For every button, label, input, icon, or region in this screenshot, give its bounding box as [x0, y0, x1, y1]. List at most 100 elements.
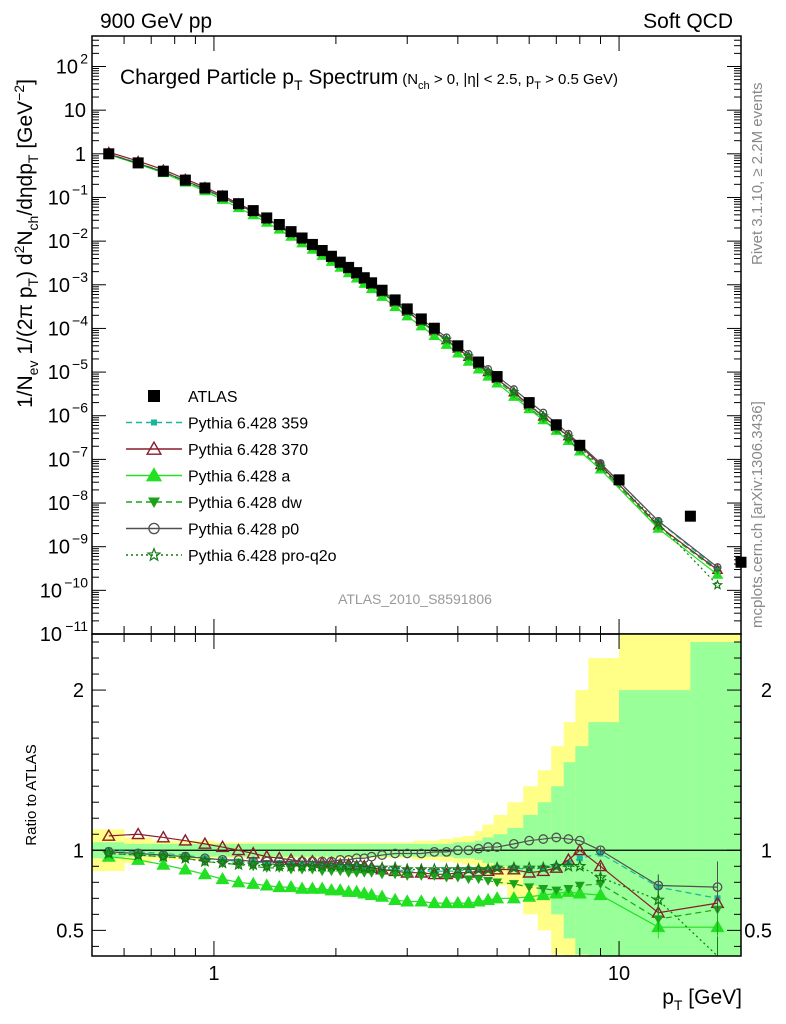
ratio-y-tick-label-right: 2 — [761, 680, 772, 702]
legend-marker — [145, 467, 163, 482]
main-data-point — [537, 410, 549, 421]
main-y-axis-label: 1/Nev 1/(2π pT) d2Nch/dηdpT [GeV−2] — [11, 79, 41, 408]
ratio-data-point — [712, 882, 723, 893]
ratio-data-point — [284, 879, 299, 893]
ratio-y-tick-label-right: 0.5 — [744, 920, 772, 942]
ratio-data-point — [573, 859, 587, 872]
stat-band-bin — [588, 722, 620, 956]
ratio-data-point — [595, 880, 606, 889]
ratio-data-point — [215, 856, 230, 869]
ratio-data-point — [377, 850, 387, 860]
atlas-data-point — [199, 182, 211, 194]
ratio-data-point — [524, 883, 535, 893]
ratio-data-point — [563, 834, 574, 844]
ratio-data-point — [284, 859, 298, 872]
x-axis-label: pT [GeV] — [662, 986, 742, 1013]
ratio-data-point — [299, 861, 306, 868]
main-data-point — [652, 517, 664, 528]
ratio-data-point — [427, 895, 442, 909]
ratio-data-point — [309, 861, 316, 868]
ratio-data-point — [563, 884, 574, 894]
y-tick-exponent: −7 — [72, 443, 88, 459]
y-tick-label: 10 — [48, 318, 70, 340]
main-data-point — [508, 386, 520, 397]
ratio-data-point — [297, 856, 307, 867]
analysis-id: ATLAS_2010_S8591806 — [338, 591, 492, 607]
main-data-point — [482, 366, 494, 377]
main-series-pa — [102, 148, 724, 579]
legend-item-pp0: Pythia 6.428 p0 — [126, 522, 299, 539]
y-tick-label: 10 — [56, 57, 78, 79]
ratio-data-point — [231, 857, 246, 871]
ratio-data-point — [215, 871, 230, 885]
ratio-data-point — [538, 884, 549, 894]
y-tick-exponent: −2 — [72, 225, 88, 241]
atlas-data-point — [523, 397, 535, 409]
ratio-data-point — [307, 856, 318, 867]
ratio-data-point — [215, 839, 230, 853]
ratio-data-point — [595, 845, 606, 856]
ratio-data-point — [441, 846, 452, 857]
ratio-data-point — [549, 859, 563, 872]
ratio-data-point — [364, 860, 379, 874]
ratio-data-point — [463, 845, 474, 856]
ratio-y-axis-label: Ratio to ATLAS — [23, 744, 40, 845]
ratio-data-point — [553, 863, 560, 870]
ratio-data-point — [341, 884, 356, 897]
ratio-data-point — [260, 859, 274, 872]
ratio-data-point — [429, 872, 440, 881]
ratio-data-point — [551, 832, 562, 843]
ratio-data-point — [246, 876, 261, 889]
legend-item-p359: Pythia 6.428 359 — [126, 416, 308, 433]
y-tick-exponent: −8 — [72, 487, 88, 503]
main-series-atlas — [103, 148, 747, 568]
ratio-data-point — [156, 830, 171, 843]
ratio-data-point — [295, 881, 310, 894]
ratio-data-point — [483, 876, 494, 886]
ratio-data-point — [375, 889, 390, 902]
ratio-data-point — [284, 852, 299, 865]
ratio-data-point — [572, 843, 587, 856]
atlas-data-point — [684, 510, 696, 522]
y-tick-label: 10 — [48, 449, 70, 471]
atlas-data-point — [550, 419, 562, 431]
ratio-data-point — [349, 884, 364, 897]
main-plot-frame — [91, 35, 742, 635]
ratio-data-point — [402, 848, 413, 859]
legend-item-pq2o: Pythia 6.428 pro-q2o — [126, 547, 337, 565]
ratio-data-point — [473, 875, 484, 885]
y-tick-label: 10 — [48, 537, 70, 559]
atlas-data-point — [366, 277, 378, 289]
legend-item-pdw: Pythia 6.428 dw — [126, 495, 302, 512]
atlas-data-point — [316, 244, 328, 256]
ratio-data-point — [343, 868, 354, 878]
ratio-data-point — [536, 860, 550, 874]
ratio-data-point — [574, 881, 585, 891]
ratio-data-point — [364, 887, 379, 901]
ratio-data-point — [593, 859, 608, 872]
legend-item-atlas: ATLAS — [148, 389, 238, 406]
ratio-data-point — [536, 887, 551, 901]
ratio-data-point — [319, 861, 326, 868]
ratio-data-point — [131, 827, 146, 840]
atlas-data-point — [233, 198, 245, 210]
y-tick-exponent: −10 — [64, 574, 88, 590]
ratio-series-pp0 — [103, 832, 723, 913]
legend-label: Pythia 6.428 dw — [188, 495, 302, 512]
atlas-data-point — [334, 256, 346, 268]
atlas-data-point — [473, 356, 485, 368]
ratio-data-point — [481, 892, 496, 905]
y-tick-exponent: −3 — [72, 269, 88, 285]
atlas-data-point — [376, 284, 388, 296]
legend-item-p370: Pythia 6.428 370 — [126, 440, 308, 459]
ratio-data-point — [295, 859, 309, 872]
ratio-data-point — [263, 860, 270, 867]
ratio-data-point — [522, 860, 536, 874]
atlas-data-point — [351, 267, 363, 279]
y-tick-exponent: −11 — [65, 618, 88, 634]
atlas-data-point — [261, 212, 273, 224]
main-data-point — [594, 460, 607, 472]
ratio-data-point — [231, 875, 246, 888]
ratio-data-point — [357, 886, 372, 899]
plot-title: Charged Particle pT Spectrum (Nch > 0, |η… — [120, 66, 618, 93]
